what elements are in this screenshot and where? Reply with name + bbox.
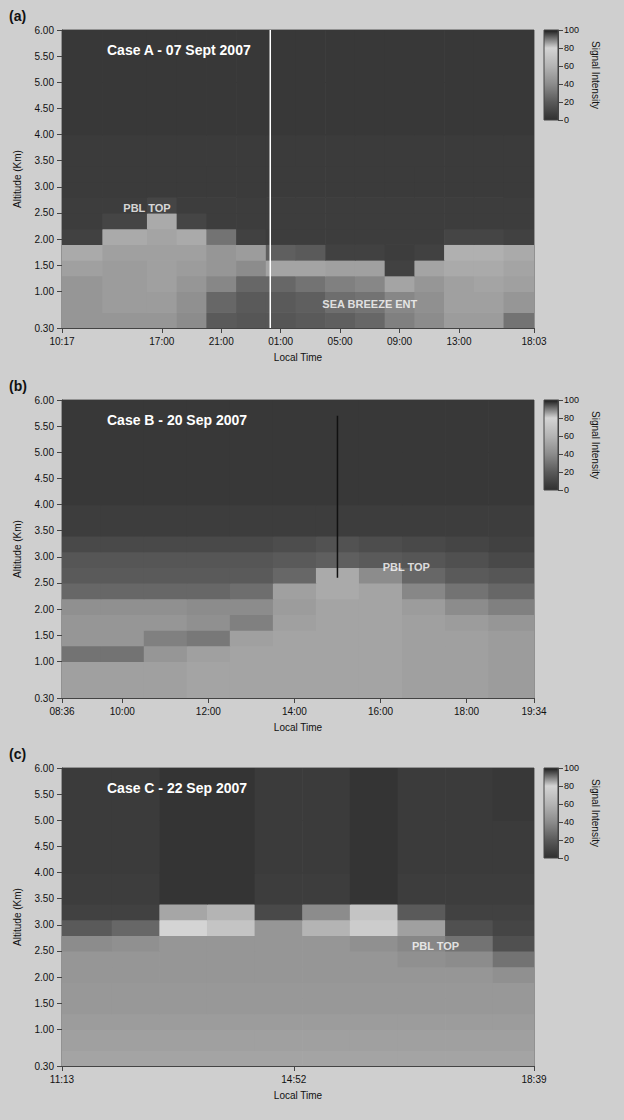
svg-text:19:34: 19:34 (521, 706, 546, 717)
svg-text:05:00: 05:00 (328, 336, 353, 347)
svg-text:10:17: 10:17 (49, 336, 74, 347)
svg-text:Case B - 20 Sep 2007: Case B - 20 Sep 2007 (107, 412, 247, 428)
svg-text:18:39: 18:39 (521, 1074, 546, 1085)
svg-text:1.50: 1.50 (35, 998, 55, 1009)
svg-text:4.00: 4.00 (35, 499, 55, 510)
svg-text:PBL TOP: PBL TOP (383, 561, 430, 573)
svg-text:1.50: 1.50 (35, 630, 55, 641)
svg-text:1.00: 1.00 (35, 1024, 55, 1035)
svg-text:5.50: 5.50 (35, 51, 55, 62)
svg-text:3.50: 3.50 (35, 155, 55, 166)
svg-text:2.00: 2.00 (35, 604, 55, 615)
svg-text:2.50: 2.50 (35, 207, 55, 218)
svg-text:17:00: 17:00 (149, 336, 174, 347)
svg-text:60: 60 (564, 431, 574, 441)
svg-text:08:36: 08:36 (49, 706, 74, 717)
svg-text:21:00: 21:00 (209, 336, 234, 347)
svg-text:3.00: 3.00 (35, 551, 55, 562)
svg-text:12:00: 12:00 (196, 706, 221, 717)
svg-text:40: 40 (564, 817, 574, 827)
svg-text:0.30: 0.30 (35, 693, 55, 704)
svg-text:1.00: 1.00 (35, 286, 55, 297)
svg-text:SEA BREEZE ENT: SEA BREEZE ENT (322, 298, 417, 310)
svg-text:4.50: 4.50 (35, 103, 55, 114)
svg-text:PBL TOP: PBL TOP (412, 940, 459, 952)
svg-text:5.00: 5.00 (35, 815, 55, 826)
svg-text:2.00: 2.00 (35, 234, 55, 245)
svg-text:60: 60 (564, 799, 574, 809)
svg-text:3.50: 3.50 (35, 525, 55, 536)
svg-text:5.50: 5.50 (35, 421, 55, 432)
svg-text:Signal Intensity: Signal Intensity (590, 411, 601, 479)
svg-text:Local Time: Local Time (274, 722, 323, 733)
svg-text:3.00: 3.00 (35, 919, 55, 930)
svg-text:40: 40 (564, 79, 574, 89)
svg-text:Local Time: Local Time (274, 352, 323, 363)
svg-text:Altitude (Km): Altitude (Km) (12, 150, 23, 208)
svg-text:100: 100 (564, 25, 579, 35)
svg-text:Case C - 22 Sep 2007: Case C - 22 Sep 2007 (107, 780, 247, 796)
svg-text:20: 20 (564, 97, 574, 107)
svg-text:10:00: 10:00 (110, 706, 135, 717)
svg-text:Signal Intensity: Signal Intensity (590, 779, 601, 847)
svg-text:Local Time: Local Time (274, 1090, 323, 1101)
svg-text:0.30: 0.30 (35, 323, 55, 334)
svg-text:2.50: 2.50 (35, 945, 55, 956)
svg-text:11:13: 11:13 (50, 1074, 75, 1085)
svg-text:4.00: 4.00 (35, 129, 55, 140)
svg-text:6.00: 6.00 (35, 395, 55, 406)
svg-text:80: 80 (564, 781, 574, 791)
svg-text:0: 0 (564, 115, 569, 125)
svg-text:Altitude (Km): Altitude (Km) (12, 520, 23, 578)
svg-text:09:00: 09:00 (387, 336, 412, 347)
svg-text:4.00: 4.00 (35, 867, 55, 878)
svg-text:16:00: 16:00 (368, 706, 393, 717)
svg-text:5.00: 5.00 (35, 77, 55, 88)
svg-text:60: 60 (564, 61, 574, 71)
svg-text:1.00: 1.00 (35, 656, 55, 667)
svg-text:0.30: 0.30 (35, 1061, 55, 1072)
svg-text:PBL TOP: PBL TOP (123, 202, 170, 214)
svg-text:6.00: 6.00 (35, 763, 55, 774)
svg-text:Altitude (Km): Altitude (Km) (12, 888, 23, 946)
svg-text:2.50: 2.50 (35, 577, 55, 588)
svg-text:80: 80 (564, 43, 574, 53)
svg-text:5.00: 5.00 (35, 447, 55, 458)
svg-text:(a): (a) (9, 8, 26, 24)
svg-text:3.00: 3.00 (35, 181, 55, 192)
svg-text:4.50: 4.50 (35, 841, 55, 852)
svg-text:40: 40 (564, 449, 574, 459)
svg-text:Case A - 07 Sept 2007: Case A - 07 Sept 2007 (107, 42, 251, 58)
svg-text:6.00: 6.00 (35, 25, 55, 36)
svg-text:5.50: 5.50 (35, 789, 55, 800)
svg-text:100: 100 (564, 395, 579, 405)
svg-text:(c): (c) (9, 746, 26, 762)
svg-text:01:00: 01:00 (268, 336, 293, 347)
svg-text:1.50: 1.50 (35, 260, 55, 271)
svg-text:0: 0 (564, 853, 569, 863)
svg-text:(b): (b) (9, 378, 27, 394)
svg-text:14:52: 14:52 (281, 1074, 306, 1085)
svg-text:2.00: 2.00 (35, 972, 55, 983)
svg-text:20: 20 (564, 467, 574, 477)
svg-text:18:00: 18:00 (454, 706, 479, 717)
svg-text:4.50: 4.50 (35, 473, 55, 484)
svg-text:Signal Intensity: Signal Intensity (590, 41, 601, 109)
svg-text:20: 20 (564, 835, 574, 845)
svg-text:13:00: 13:00 (446, 336, 471, 347)
svg-text:100: 100 (564, 763, 579, 773)
svg-text:80: 80 (564, 413, 574, 423)
svg-text:3.50: 3.50 (35, 893, 55, 904)
svg-text:18:03: 18:03 (521, 336, 546, 347)
svg-text:14:00: 14:00 (282, 706, 307, 717)
svg-text:0: 0 (564, 485, 569, 495)
